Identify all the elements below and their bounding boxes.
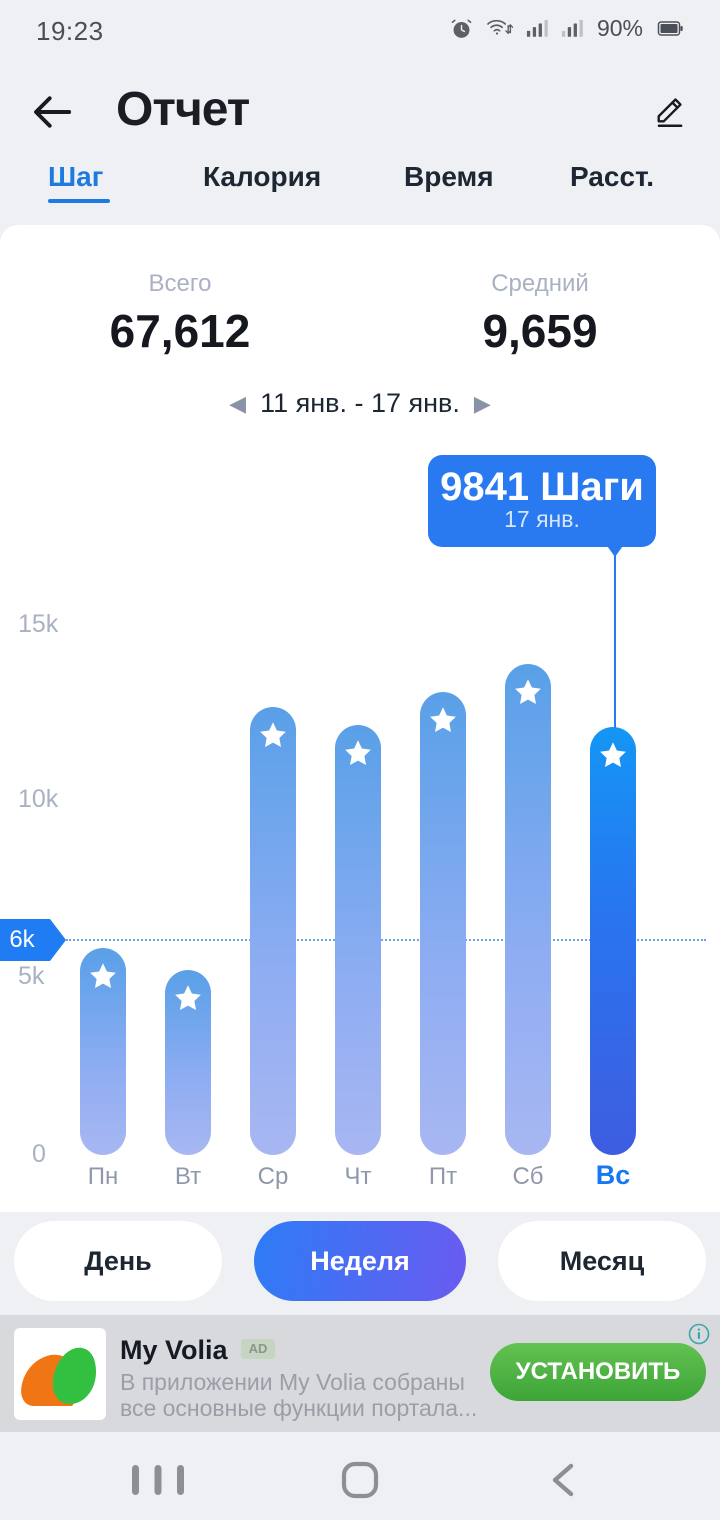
svg-text:6k: 6k [9,926,35,953]
